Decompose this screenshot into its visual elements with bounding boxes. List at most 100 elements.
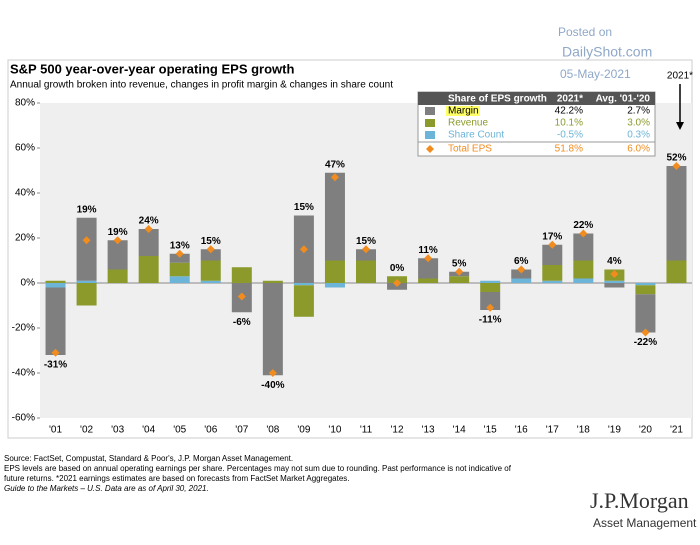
legend-value: 0.3% xyxy=(627,130,650,141)
bar-segment xyxy=(231,267,252,283)
x-tick-label: '20 xyxy=(639,425,652,436)
total-marker xyxy=(113,236,122,245)
bar-segment xyxy=(293,283,314,286)
x-tick-label: '01 xyxy=(49,425,62,436)
bar-segment xyxy=(262,283,283,376)
bar-segment xyxy=(138,229,159,256)
bar-segment xyxy=(45,280,66,283)
x-tick-label: '09 xyxy=(297,425,310,436)
bar-segment xyxy=(107,240,128,270)
total-marker xyxy=(517,265,526,274)
x-tick-label: '13 xyxy=(422,425,435,436)
legend-highlight xyxy=(446,106,480,116)
total-marker xyxy=(362,245,370,254)
data-label: 4% xyxy=(607,256,622,267)
data-label: 5% xyxy=(452,258,467,269)
legend-value: 3.0% xyxy=(627,118,650,129)
x-tick-label: '02 xyxy=(80,425,93,436)
logo: J.P.Morgan xyxy=(590,488,689,513)
bar-segment xyxy=(200,280,221,283)
legend-value: 51.8% xyxy=(555,144,583,155)
total-marker xyxy=(144,225,153,233)
legend-label: Revenue xyxy=(448,118,488,129)
legend-swatch xyxy=(426,145,434,153)
bar-segment xyxy=(262,280,283,283)
bar-segment xyxy=(356,249,376,261)
total-marker xyxy=(51,348,60,357)
bar-segment xyxy=(293,285,314,317)
total-marker xyxy=(548,240,557,249)
bar-segment xyxy=(511,278,532,283)
x-tick-label: '19 xyxy=(608,425,621,436)
data-label: 0% xyxy=(390,263,405,274)
y-tick-label: 80% xyxy=(15,98,35,109)
bar-segment xyxy=(324,260,345,283)
legend-swatch xyxy=(425,131,435,139)
total-marker xyxy=(455,267,464,276)
bar-segment xyxy=(480,280,501,283)
data-label: 24% xyxy=(139,216,159,227)
legend-swatch xyxy=(425,107,435,115)
footer: EPS levels are based on annual operating… xyxy=(4,464,512,473)
data-label: -31% xyxy=(44,360,67,371)
bar-segment xyxy=(449,276,470,283)
footer: Guide to the Markets – U.S. Data are as … xyxy=(4,484,209,493)
bar-segment xyxy=(324,172,345,261)
bar-segment xyxy=(480,283,501,292)
watermark: Posted on xyxy=(558,25,612,39)
x-tick-label: '10 xyxy=(328,425,341,436)
bar-segment xyxy=(169,276,190,283)
total-marker xyxy=(237,292,246,301)
bar-segment xyxy=(76,217,97,281)
x-tick-label: '11 xyxy=(360,425,373,436)
total-marker xyxy=(486,303,495,312)
bar-segment xyxy=(45,287,66,355)
bar-segment xyxy=(356,260,376,283)
data-label: 11% xyxy=(418,245,438,256)
data-label: 17% xyxy=(542,231,562,242)
data-label: -11% xyxy=(479,315,502,326)
data-label: -40% xyxy=(261,380,284,391)
data-label: 19% xyxy=(77,204,97,215)
bar-segment xyxy=(107,269,128,283)
x-tick-label: '08 xyxy=(266,425,279,436)
y-tick-label: 40% xyxy=(15,188,35,199)
bar-segment xyxy=(604,283,625,288)
y-tick-label: 20% xyxy=(15,233,35,244)
data-label: 6% xyxy=(514,256,529,267)
legend-label: Margin xyxy=(448,106,479,117)
x-tick-label: '17 xyxy=(546,425,559,436)
bar-segment xyxy=(635,294,656,333)
y-tick-label: -40% xyxy=(12,368,35,379)
footer: Source: FactSet, Compustat, Standard & P… xyxy=(4,454,293,463)
total-marker xyxy=(641,328,650,337)
logo-subtitle: Asset Management xyxy=(593,516,697,530)
bar-segment xyxy=(418,278,439,283)
data-label: 19% xyxy=(108,227,128,238)
x-tick-label: '16 xyxy=(515,425,528,436)
data-label: 15% xyxy=(356,236,376,247)
legend-value: 6.0% xyxy=(627,144,650,155)
legend-header: Share of EPS growth xyxy=(448,94,547,105)
bar-segment xyxy=(511,269,532,279)
bar-segment xyxy=(573,278,594,283)
chart-title: S&P 500 year-over-year operating EPS gro… xyxy=(10,61,294,76)
legend-label: Share Count xyxy=(448,130,504,141)
data-label: -6% xyxy=(233,317,251,328)
x-tick-label: '03 xyxy=(111,425,124,436)
legend-value: -0.5% xyxy=(557,130,583,141)
legend-swatch xyxy=(425,119,435,127)
total-marker xyxy=(206,245,215,254)
chart-subtitle: Annual growth broken into revenue, chang… xyxy=(10,80,393,91)
x-tick-label: '15 xyxy=(484,425,497,436)
bar-segment xyxy=(666,166,687,261)
legend-header: 2021* xyxy=(557,94,583,105)
y-tick-label: -60% xyxy=(12,413,35,424)
total-marker xyxy=(579,229,588,238)
total-marker xyxy=(330,173,339,182)
data-label: 22% xyxy=(573,220,593,231)
bar-segment xyxy=(169,253,190,263)
y-tick-label: -20% xyxy=(12,323,35,334)
